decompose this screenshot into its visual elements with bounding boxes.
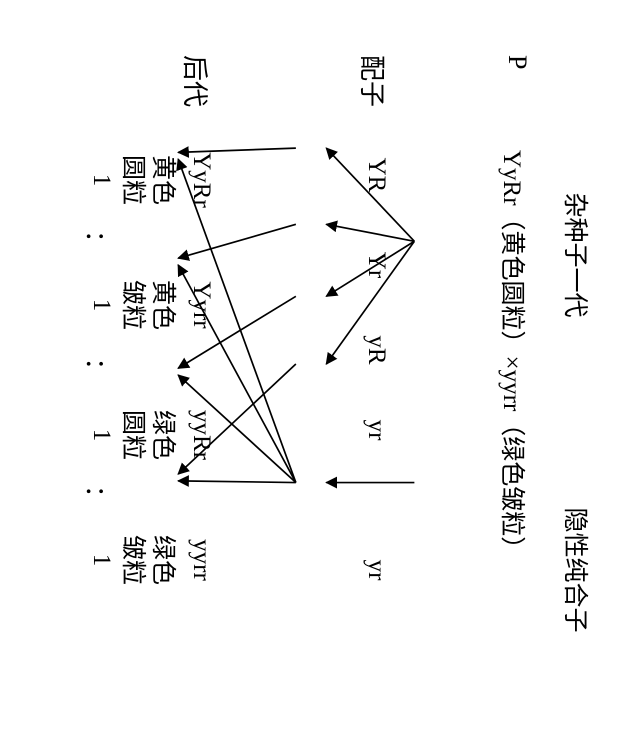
gamete-3: yr — [362, 420, 390, 441]
ratio-3: 1 — [87, 554, 115, 567]
ratio-sep-0: ： — [79, 230, 115, 255]
parents-cross: YyRr（黄色圆粒）×yyrr（绿色皱粒） — [496, 150, 532, 561]
row-label-offspring: 后代 — [178, 55, 215, 107]
offspring-1-geno: Yyrr — [187, 281, 215, 328]
arrows-layer — [0, 0, 640, 640]
header-left: 杂种子一代 — [559, 192, 595, 317]
ratio-0: 1 — [87, 174, 115, 187]
offspring-2-geno: yyRr — [187, 410, 215, 460]
gamete-0: YR — [362, 158, 390, 193]
ratio-sep-2: ： — [79, 485, 115, 510]
offspring-2-pheno2: 圆粒 — [117, 410, 153, 460]
row-label-gametes: 配子 — [355, 55, 392, 107]
header-right: 隐性纯合子 — [559, 507, 595, 632]
offspring-0-pheno2: 圆粒 — [117, 155, 153, 205]
gamete-1: Yr — [362, 252, 390, 278]
offspring-0-geno: YyRr — [187, 152, 215, 208]
offspring-3-pheno2: 皱粒 — [117, 535, 153, 585]
ratio-sep-1: ： — [79, 357, 115, 382]
ratio-1: 1 — [87, 299, 115, 312]
offspring-1-pheno2: 皱粒 — [117, 280, 153, 330]
ratio-2: 1 — [87, 429, 115, 442]
gamete-recessive: yr — [362, 560, 390, 581]
offspring-3-geno: yyrr — [187, 539, 215, 581]
gamete-2: yR — [362, 335, 390, 364]
rotated-canvas: 杂种子一代隐性纯合子 P 配子 后代 YyRr（黄色圆粒）×yyrr（绿色皱粒） YR Yr… — [0, 0, 640, 756]
row-label-P: P — [502, 55, 532, 69]
